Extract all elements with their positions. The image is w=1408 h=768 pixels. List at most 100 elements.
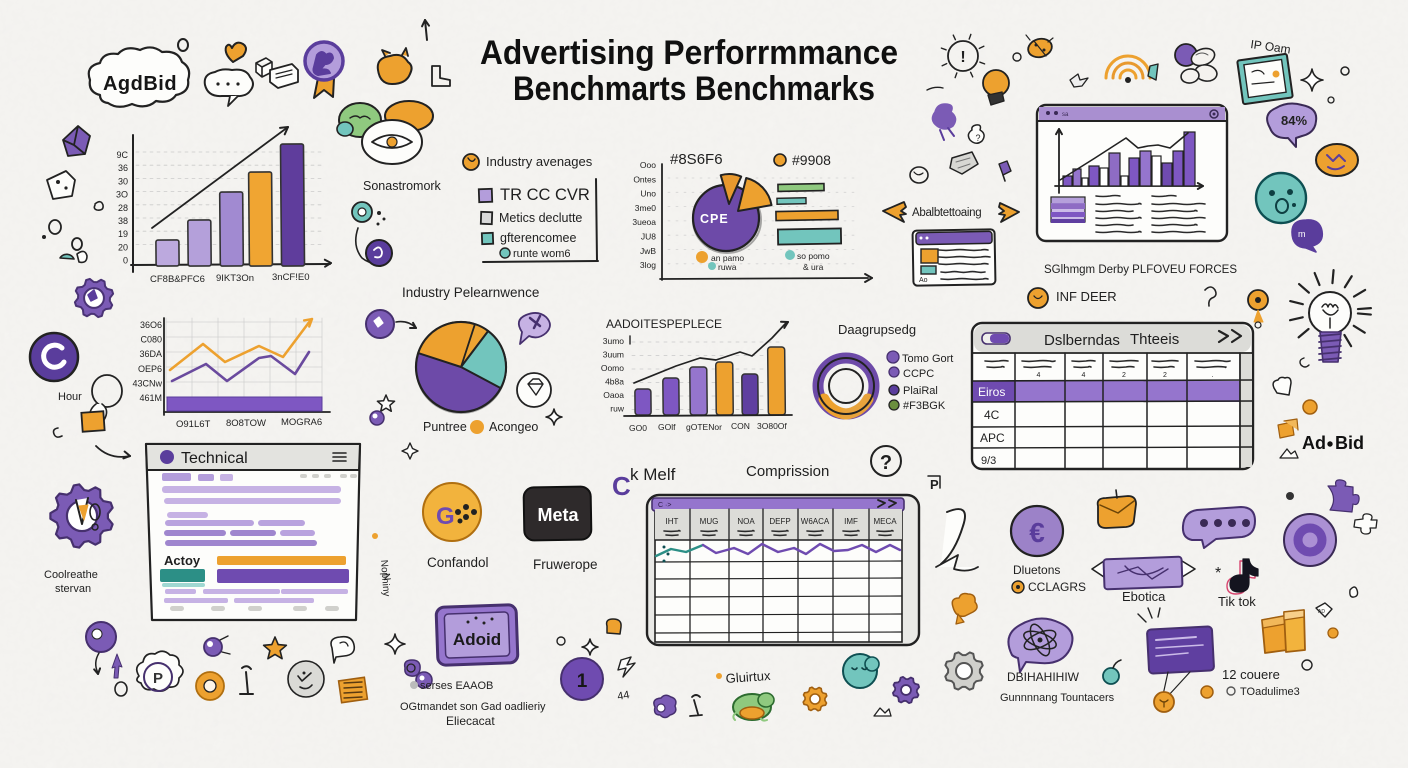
svg-text:Meta: Meta — [537, 505, 579, 525]
svg-text:1: 1 — [577, 671, 588, 692]
svg-text:MOGRA6: MOGRA6 — [281, 417, 322, 428]
svg-text:20: 20 — [118, 242, 128, 252]
svg-text:Industry Pelearnwence: Industry Pelearnwence — [402, 285, 539, 300]
svg-text:Benchmarts Benchmarks: Benchmarts Benchmarks — [513, 70, 875, 108]
svg-text:Ontes: Ontes — [633, 174, 656, 184]
svg-text:Hour: Hour — [58, 391, 82, 403]
svg-text:NOA: NOA — [737, 517, 755, 526]
svg-text:so pomo: so pomo — [797, 251, 830, 261]
svg-text:C: C — [612, 471, 631, 501]
svg-text:Thteeis: Thteeis — [1130, 331, 1179, 348]
svg-text:AgdBid: AgdBid — [103, 73, 177, 95]
svg-text:36DA: 36DA — [139, 349, 162, 359]
svg-text:CCLAGRS: CCLAGRS — [1028, 580, 1086, 594]
svg-text:INF DEER: INF DEER — [1056, 289, 1117, 304]
svg-text:Uno: Uno — [640, 189, 656, 199]
svg-text:G: G — [436, 503, 455, 530]
svg-text:.: . — [1212, 372, 1214, 379]
svg-text:2: 2 — [1122, 372, 1126, 379]
svg-text:Ooo: Ooo — [640, 160, 656, 170]
svg-text:Metics declutte: Metics declutte — [499, 211, 582, 225]
svg-text:TOadulime3: TOadulime3 — [1240, 686, 1300, 698]
svg-text:3nCF!E0: 3nCF!E0 — [272, 272, 310, 283]
svg-text:AD: AD — [1318, 609, 1325, 615]
svg-text:MUG: MUG — [700, 517, 719, 526]
svg-text:3O80Of: 3O80Of — [757, 421, 787, 431]
svg-text:Ad: Ad — [1302, 433, 1326, 453]
svg-text:Eliecacat: Eliecacat — [446, 714, 495, 728]
svg-text:4: 4 — [1037, 372, 1041, 379]
svg-text:runte wom6: runte wom6 — [513, 248, 570, 260]
svg-text:Ao: Ao — [919, 277, 928, 284]
svg-text:OGtmandet son Gad oadlieriy: OGtmandet son Gad oadlieriy — [400, 701, 546, 713]
svg-text:GOlf: GOlf — [658, 422, 676, 432]
svg-text:Puntree: Puntree — [423, 420, 467, 434]
svg-text:GO0: GO0 — [629, 423, 647, 433]
svg-text:*: * — [1215, 565, 1221, 582]
svg-text:CON: CON — [731, 421, 750, 431]
svg-text:MECA: MECA — [873, 517, 897, 526]
svg-text:!: ! — [960, 49, 965, 66]
svg-text:Tik tok: Tik tok — [1218, 594, 1256, 609]
svg-text:JwB: JwB — [640, 246, 656, 256]
svg-text:Confandol: Confandol — [427, 555, 489, 570]
svg-text:IMF: IMF — [844, 517, 858, 526]
svg-text:m: m — [1298, 229, 1306, 239]
svg-text:Actoy: Actoy — [164, 553, 201, 568]
svg-text:#9908: #9908 — [792, 152, 831, 168]
svg-text:ruwa: ruwa — [718, 262, 737, 272]
svg-text:N: N — [380, 573, 392, 582]
svg-text:stervan: stervan — [55, 583, 91, 595]
svg-text:3ueoa: 3ueoa — [632, 217, 656, 227]
svg-text:gfterencomee: gfterencomee — [500, 231, 576, 245]
svg-text:#F3BGK: #F3BGK — [903, 400, 946, 412]
svg-text:Ebotica: Ebotica — [1122, 589, 1166, 604]
svg-text:Gunnnnang Tountacers: Gunnnnang Tountacers — [1000, 692, 1115, 704]
svg-text:C080: C080 — [140, 335, 162, 345]
svg-text:36O6: 36O6 — [140, 320, 162, 330]
svg-text:44: 44 — [616, 689, 630, 703]
svg-text:Fruwerope: Fruwerope — [533, 557, 598, 572]
svg-text:& ura: & ura — [803, 262, 824, 272]
svg-text:serses EAAOB: serses EAAOB — [420, 680, 493, 692]
svg-text:43CNw: 43CNw — [132, 378, 162, 388]
svg-text:Dluetons: Dluetons — [1013, 563, 1060, 577]
svg-text:Bid: Bid — [1335, 433, 1364, 453]
svg-text:84%: 84% — [1281, 113, 1307, 128]
svg-text:38: 38 — [118, 216, 128, 226]
svg-text:W6ACA: W6ACA — [801, 517, 830, 526]
svg-text:36: 36 — [118, 163, 128, 173]
svg-text:Coolreathe: Coolreathe — [44, 569, 98, 581]
svg-text:4b8a: 4b8a — [605, 377, 624, 387]
svg-text:Technical: Technical — [181, 450, 248, 467]
svg-text:4C: 4C — [984, 408, 1000, 422]
svg-text:4: 4 — [1082, 372, 1086, 379]
svg-text:CCPC: CCPC — [903, 368, 934, 380]
svg-text:Acongeo: Acongeo — [489, 420, 538, 434]
svg-text:3O: 3O — [116, 190, 128, 200]
svg-text:PlaiRal: PlaiRal — [903, 385, 938, 397]
svg-text:sa: sa — [1062, 112, 1069, 118]
svg-text:Sonastromork: Sonastromork — [363, 179, 442, 193]
svg-text:461M: 461M — [139, 393, 162, 403]
svg-text:2: 2 — [1163, 372, 1167, 379]
svg-text:Oomo: Oomo — [601, 363, 624, 373]
svg-text:DEFP: DEFP — [769, 517, 790, 526]
svg-text:k Melf: k Melf — [630, 465, 676, 484]
svg-text:DBIHAHIHIW: DBIHAHIHIW — [1007, 670, 1080, 684]
svg-text:Adoid: Adoid — [453, 630, 501, 649]
svg-text:Comprission: Comprission — [746, 463, 829, 480]
svg-text:30: 30 — [118, 176, 128, 186]
svg-text:3uum: 3uum — [603, 350, 624, 360]
svg-text:Eiros: Eiros — [978, 385, 1005, 399]
svg-text:AADOITESPEPLECE: AADOITESPEPLECE — [606, 317, 722, 331]
svg-text:CPE: CPE — [700, 212, 729, 226]
svg-text:12 couere: 12 couere — [1222, 667, 1280, 682]
svg-text:19: 19 — [118, 229, 128, 239]
svg-text:#8S6F6: #8S6F6 — [670, 151, 723, 168]
svg-text:Abalbtettoaing: Abalbtettoaing — [912, 207, 981, 219]
svg-text:Tomo Gort: Tomo Gort — [902, 353, 953, 365]
svg-text:9C: 9C — [116, 150, 128, 160]
svg-text:3log: 3log — [640, 260, 656, 270]
svg-text:Daagrupsedg: Daagrupsedg — [838, 322, 916, 337]
